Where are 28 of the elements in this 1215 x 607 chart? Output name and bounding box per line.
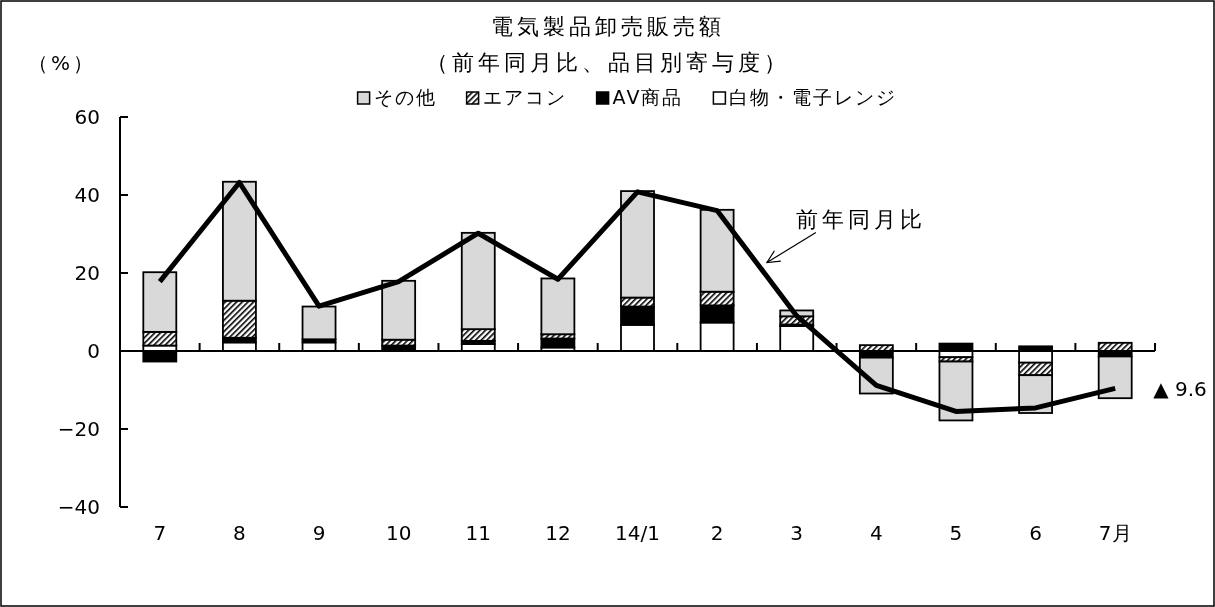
legend-label: 白物・電子レンジ [729, 86, 898, 108]
legend-label: エアコン [482, 86, 567, 108]
annotation: ▲ 9.6 [1153, 377, 1207, 402]
y-tick-label: 20 [74, 261, 100, 285]
y-tick-label: 60 [74, 105, 100, 129]
x-tick-label: 7月 [1098, 521, 1132, 545]
x-tick-label: 8 [233, 521, 246, 545]
y-tick-label: 0 [87, 339, 100, 363]
text: 前年同月比 [795, 206, 926, 232]
legend-label: AV商品 [612, 86, 684, 108]
y-tick-label: −20 [57, 417, 100, 441]
x-tick-label: 12 [545, 521, 571, 545]
x-tick-label: 7 [153, 521, 167, 545]
x-tick-label: 14/1 [615, 521, 660, 545]
legend-label: その他 [373, 86, 437, 108]
y-tick-label: 40 [74, 183, 100, 207]
x-tick-label: 2 [710, 521, 724, 545]
x-tick-label: 11 [465, 521, 491, 545]
x-tick-label: 10 [385, 521, 412, 545]
chart-title: 電気製品卸売販売額 [490, 14, 725, 39]
chart-subtitle: （前年同月比、品目別寄与度） [425, 50, 790, 75]
x-tick-label: 9 [312, 521, 326, 545]
x-tick-label: 4 [869, 521, 883, 545]
x-tick-label: 5 [949, 521, 963, 545]
x-tick-label: 6 [1029, 521, 1042, 545]
y-axis-title: （%） [27, 51, 97, 75]
y-tick-label: −40 [57, 495, 100, 519]
x-tick-label: 3 [790, 521, 804, 545]
